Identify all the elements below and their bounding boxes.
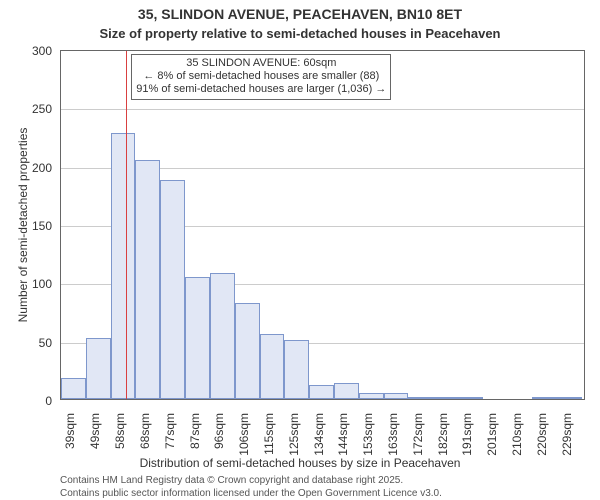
y-gridline xyxy=(61,109,584,110)
x-tick-label: 191sqm xyxy=(460,413,474,461)
chart-title: 35, SLINDON AVENUE, PEACEHAVEN, BN10 8ET xyxy=(0,6,600,22)
x-tick-label: 210sqm xyxy=(510,413,524,461)
x-tick-label: 229sqm xyxy=(560,413,574,461)
histogram-bar xyxy=(408,397,433,399)
annotation-line: 91% of semi-detached houses are larger (… xyxy=(136,83,386,96)
annotation-line: ← 8% of semi-detached houses are smaller… xyxy=(136,70,386,83)
x-tick-label: 68sqm xyxy=(138,413,152,461)
x-tick-label: 220sqm xyxy=(535,413,549,461)
x-tick-label: 144sqm xyxy=(336,413,350,461)
histogram-bar xyxy=(284,340,309,400)
credits: Contains HM Land Registry data © Crown c… xyxy=(60,474,442,500)
histogram-bar xyxy=(532,397,557,399)
histogram-bar xyxy=(557,397,582,399)
histogram-bar xyxy=(61,378,86,399)
reference-line xyxy=(126,51,127,399)
x-tick-label: 201sqm xyxy=(485,413,499,461)
histogram-bar xyxy=(160,180,185,399)
plot-area xyxy=(60,50,585,400)
histogram-bar xyxy=(185,277,210,400)
histogram-bar xyxy=(458,397,483,399)
histogram-bar xyxy=(359,393,384,399)
histogram-bar xyxy=(86,338,111,399)
annotation-line: 35 SLINDON AVENUE: 60sqm xyxy=(136,57,386,70)
histogram-bar xyxy=(334,383,359,399)
x-axis-title: Distribution of semi-detached houses by … xyxy=(0,456,600,470)
x-tick-label: 115sqm xyxy=(262,413,276,461)
x-tick-label: 163sqm xyxy=(386,413,400,461)
x-tick-label: 125sqm xyxy=(287,413,301,461)
x-tick-label: 87sqm xyxy=(188,413,202,461)
annotation-box: 35 SLINDON AVENUE: 60sqm← 8% of semi-det… xyxy=(131,54,391,100)
y-tick-label: 50 xyxy=(0,336,52,350)
histogram-bar xyxy=(135,160,160,399)
x-tick-label: 182sqm xyxy=(436,413,450,461)
histogram-bar xyxy=(433,397,458,399)
x-tick-label: 153sqm xyxy=(361,413,375,461)
histogram-bar xyxy=(384,393,409,399)
histogram-bar xyxy=(260,334,285,399)
chart-subtitle: Size of property relative to semi-detach… xyxy=(0,26,600,41)
x-tick-label: 49sqm xyxy=(88,413,102,461)
histogram-bar xyxy=(309,385,334,399)
x-tick-label: 172sqm xyxy=(411,413,425,461)
histogram-bar xyxy=(210,273,235,399)
x-tick-label: 134sqm xyxy=(312,413,326,461)
y-tick-label: 300 xyxy=(0,44,52,58)
histogram-bar xyxy=(235,303,260,399)
x-tick-label: 77sqm xyxy=(163,413,177,461)
y-tick-label: 0 xyxy=(0,394,52,408)
y-axis-title: Number of semi-detached properties xyxy=(16,115,30,335)
x-tick-label: 96sqm xyxy=(212,413,226,461)
credits-line: Contains HM Land Registry data © Crown c… xyxy=(60,474,442,487)
histogram-bar xyxy=(111,133,136,399)
x-tick-label: 39sqm xyxy=(63,413,77,461)
x-tick-label: 106sqm xyxy=(237,413,251,461)
x-tick-label: 58sqm xyxy=(113,413,127,461)
credits-line: Contains public sector information licen… xyxy=(60,487,442,500)
